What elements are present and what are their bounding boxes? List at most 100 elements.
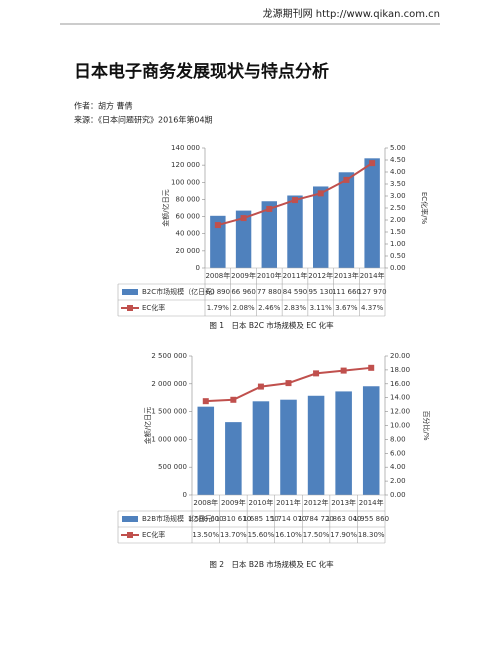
marker	[368, 364, 375, 371]
data-label: 13.50%	[192, 531, 219, 539]
y2-tick-label: 4.00	[390, 168, 406, 176]
data-label: 1.79%	[207, 304, 230, 312]
bar	[252, 401, 270, 495]
legend-swatch	[122, 289, 138, 295]
bar	[364, 158, 380, 268]
y2-tick-label: 3.00	[390, 192, 406, 200]
marker	[343, 176, 350, 183]
y-axis-title: 金额/亿日元	[143, 407, 152, 444]
marker	[202, 398, 209, 405]
data-label: 1 714 070	[271, 515, 307, 523]
y2-tick-label: 2.00	[390, 216, 406, 224]
y2-tick-label: 2.50	[390, 204, 406, 212]
bar	[210, 215, 226, 268]
y2-tick-label: 16.00	[390, 380, 410, 388]
y-tick-label: 0	[196, 264, 200, 272]
data-label: 1 685 150	[243, 515, 279, 523]
y2-tick-label: 20.00	[390, 352, 410, 360]
y-tick-label: 140 000	[171, 144, 200, 152]
marker	[257, 383, 264, 390]
data-label: 4.37%	[361, 304, 384, 312]
y2-tick-label: 2.00	[390, 477, 406, 485]
y-tick-label: 500 000	[158, 463, 187, 471]
y2-tick-label: 6.00	[390, 449, 406, 457]
data-label: 77 880	[257, 288, 282, 296]
data-label: 127 970	[358, 288, 387, 296]
marker	[214, 222, 221, 229]
y2-axis-title: 百分比/%	[422, 410, 431, 440]
data-label: 1 310 610	[216, 515, 252, 523]
x-tick-label: 2012年	[308, 271, 333, 280]
y-tick-label: 100 000	[171, 178, 200, 186]
y2-tick-label: 8.00	[390, 435, 406, 443]
y2-tick-label: 0.00	[390, 264, 406, 272]
data-label: 2.08%	[232, 304, 255, 312]
bar	[338, 172, 355, 268]
article-source: 来源：《日本问题研究》2016年第04期	[74, 115, 213, 125]
article-author: 作者：胡方 曹倩	[74, 101, 133, 111]
chart: 0 500 000 1 000 000 1 500 000 2 000 000 2 500…	[117, 352, 431, 569]
data-label: 2.46%	[258, 304, 281, 312]
y2-tick-label: 4.50	[390, 156, 406, 164]
y-tick-label: 1 500 000	[151, 408, 187, 416]
x-tick-label: 2009年	[221, 498, 246, 507]
bar	[280, 399, 297, 495]
legend-label: B2B市场规模（亿日元）	[142, 514, 219, 523]
chart: 0 20 000 40 000 60 000 80 000 100 000 120 000 1…	[117, 144, 429, 330]
x-tick-label: 2010年	[249, 498, 274, 507]
y2-tick-label: 18.00	[390, 366, 410, 374]
legend-label: EC化率	[142, 530, 165, 539]
marker	[266, 205, 273, 212]
data-label: 17.90%	[330, 531, 357, 539]
data-label: 66 960	[231, 288, 256, 296]
figure-caption: 图 2 日本 B2B 市场规模及 EC 化率	[209, 559, 334, 569]
data-label: 16.10%	[275, 531, 302, 539]
data-label: 95 130	[308, 288, 333, 296]
x-tick-label: 2011年	[276, 498, 301, 507]
legend-swatch	[127, 532, 133, 538]
x-tick-label: 2013年	[334, 271, 359, 280]
marker	[340, 367, 347, 374]
marker	[292, 197, 298, 204]
data-label: 15.60%	[248, 531, 275, 539]
figure-caption: 图 1 日本 B2C 市场规模及 EC 化率	[209, 320, 334, 330]
y2-tick-label: 3.50	[390, 180, 406, 188]
x-tick-label: 2011年	[283, 271, 308, 280]
data-label: 111 660	[332, 288, 361, 296]
y-tick-label: 120 000	[171, 161, 200, 169]
y2-tick-label: 0.50	[390, 252, 406, 260]
data-label: 13.70%	[220, 531, 247, 539]
y2-tick-label: 0.00	[390, 491, 406, 499]
data-label: 2.83%	[284, 304, 307, 312]
x-tick-label: 2012年	[304, 498, 329, 507]
data-label: 3.11%	[310, 304, 333, 312]
data-label: 60 890	[206, 288, 231, 296]
bar	[313, 186, 329, 268]
bar	[235, 210, 252, 268]
marker	[369, 160, 376, 167]
y-tick-label: 2 000 000	[151, 380, 187, 388]
site-header: 龙源期刊网 http://www.qikan.com.cn	[263, 7, 440, 20]
y-axis-title: 金额/亿日元	[161, 189, 170, 226]
y2-tick-label: 5.00	[390, 144, 406, 152]
marker	[317, 190, 324, 197]
bar	[335, 391, 352, 495]
data-label: 84 590	[283, 288, 308, 296]
bar	[197, 406, 215, 495]
marker	[313, 370, 320, 377]
data-label: 1 863 040	[326, 515, 362, 523]
data-label: 17.50%	[303, 531, 330, 539]
marker	[230, 396, 237, 403]
x-tick-label: 2008年	[205, 271, 230, 280]
data-label: 3.67%	[335, 304, 358, 312]
legend-label: EC化率	[142, 303, 165, 312]
y-tick-label: 1 000 000	[151, 435, 187, 443]
data-label: 1 588 600	[188, 515, 224, 523]
legend-label: B2C市场规模（亿日元）	[142, 287, 219, 296]
x-tick-label: 2009年	[231, 271, 256, 280]
y-tick-label: 2 500 000	[151, 352, 187, 360]
x-tick-label: 2010年	[257, 271, 282, 280]
bar	[225, 422, 242, 495]
y-tick-label: 80 000	[176, 195, 201, 203]
y2-axis-title: EC化率/%	[420, 192, 429, 225]
